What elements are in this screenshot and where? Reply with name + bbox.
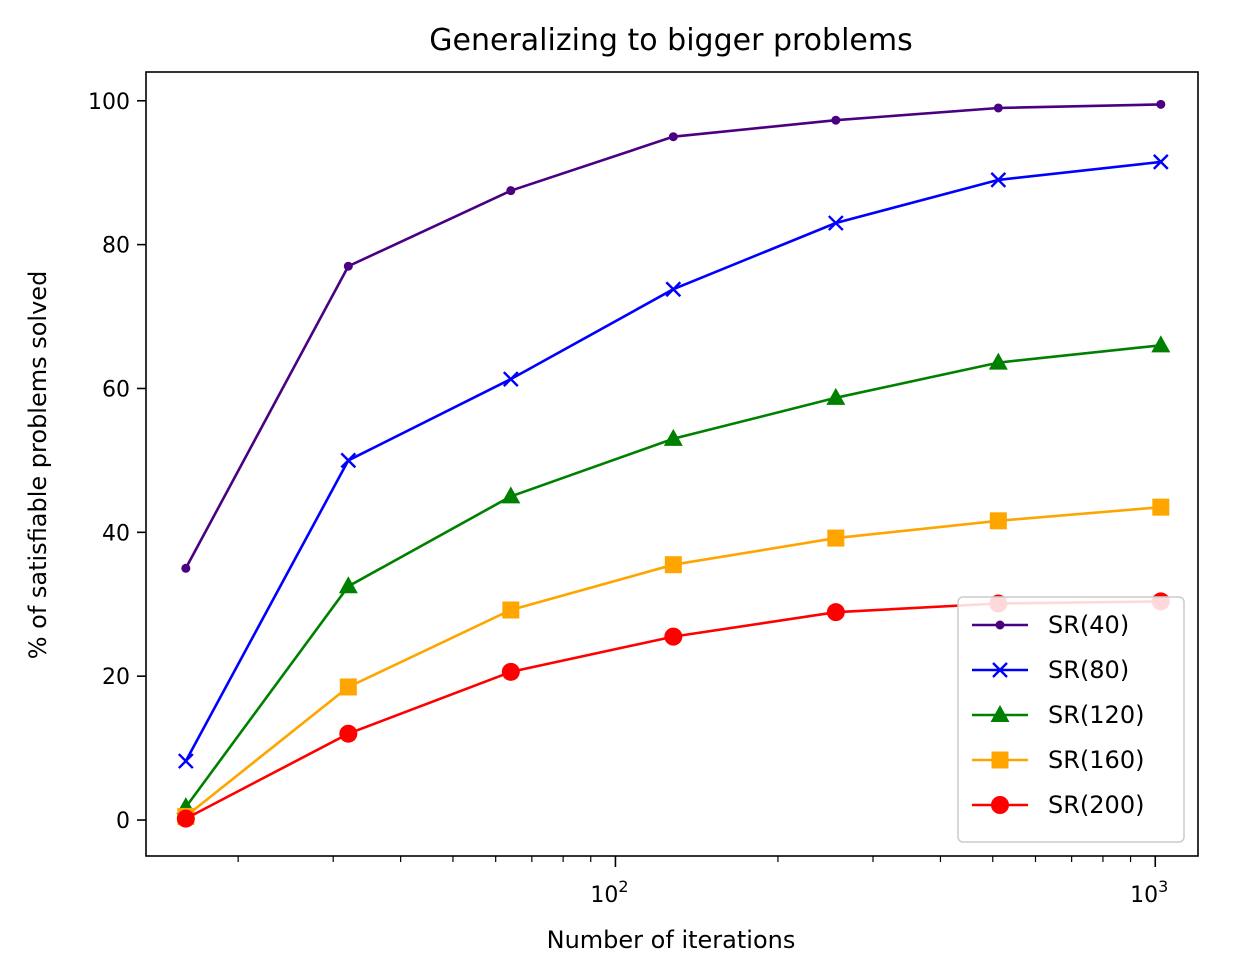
legend-item: SR(80) (972, 656, 1129, 684)
legend-label: SR(80) (1048, 656, 1129, 684)
data-point (339, 678, 357, 696)
data-point (502, 371, 519, 387)
legend-item: SR(40) (972, 611, 1129, 639)
data-point (665, 281, 682, 298)
legend: SR(40) SR(80) SR(120) SR(160) SR(200) (957, 596, 1185, 843)
legend-item: SR(120) (972, 701, 1144, 729)
data-point (501, 486, 521, 504)
data-point (1152, 154, 1169, 170)
series-sr80 (177, 154, 1169, 769)
y-tick-label: 40 (102, 521, 130, 546)
data-point (827, 215, 844, 231)
y-axis-title: % of satisfiable problems solved (24, 271, 52, 660)
axes: 0 20 40 60 80 100 102 103 (88, 71, 1199, 908)
data-point (993, 103, 1003, 113)
data-point (340, 452, 357, 469)
series-sr120 (176, 335, 1171, 815)
data-point (1152, 498, 1170, 516)
legend-item: SR(200) (972, 791, 1144, 819)
data-point (181, 563, 191, 573)
data-point (664, 556, 682, 574)
data-point (990, 172, 1007, 188)
data-point (664, 627, 683, 646)
y-tick-label: 80 (102, 234, 130, 259)
plot-frame (145, 71, 1199, 857)
data-point (826, 603, 845, 622)
legend-marker (992, 662, 1008, 678)
data-point (177, 753, 194, 769)
data-point (989, 512, 1007, 530)
x-axis-title: Number of iterations (547, 926, 796, 954)
legend-marker (991, 751, 1009, 769)
legend-marker (991, 796, 1009, 814)
chart-title: Generalizing to bigger problems (429, 23, 912, 58)
data-point (1156, 99, 1166, 109)
legend-marker (995, 620, 1005, 630)
data-point (831, 115, 841, 125)
data-point (501, 662, 520, 681)
data-point (339, 724, 358, 743)
data-point (502, 601, 520, 619)
y-tick-label: 100 (88, 90, 130, 115)
data-point (176, 809, 195, 828)
series-line (184, 103, 1161, 569)
legend-label: SR(200) (1048, 791, 1144, 819)
legend-marker (990, 705, 1010, 722)
legend-box (957, 596, 1185, 843)
y-tick-label: 0 (116, 809, 130, 834)
data-point (343, 261, 353, 271)
legend-label: SR(120) (1048, 701, 1144, 729)
data-point (826, 387, 846, 405)
x-tick-label: 102 (590, 877, 628, 908)
legend-label: SR(40) (1048, 611, 1129, 639)
x-tick-label: 103 (1130, 877, 1168, 908)
legend-label: SR(160) (1048, 746, 1144, 774)
series-sr40 (181, 99, 1166, 573)
y-tick-label: 20 (102, 665, 130, 690)
data-point (338, 576, 358, 594)
legend-item: SR(160) (972, 746, 1144, 774)
series-sr160 (177, 498, 1170, 825)
y-tick-label: 60 (102, 377, 130, 402)
data-point (663, 428, 683, 446)
data-point (506, 186, 516, 196)
data-point (827, 529, 845, 547)
data-point (988, 352, 1008, 370)
data-point (668, 132, 678, 142)
data-point (1151, 335, 1171, 353)
